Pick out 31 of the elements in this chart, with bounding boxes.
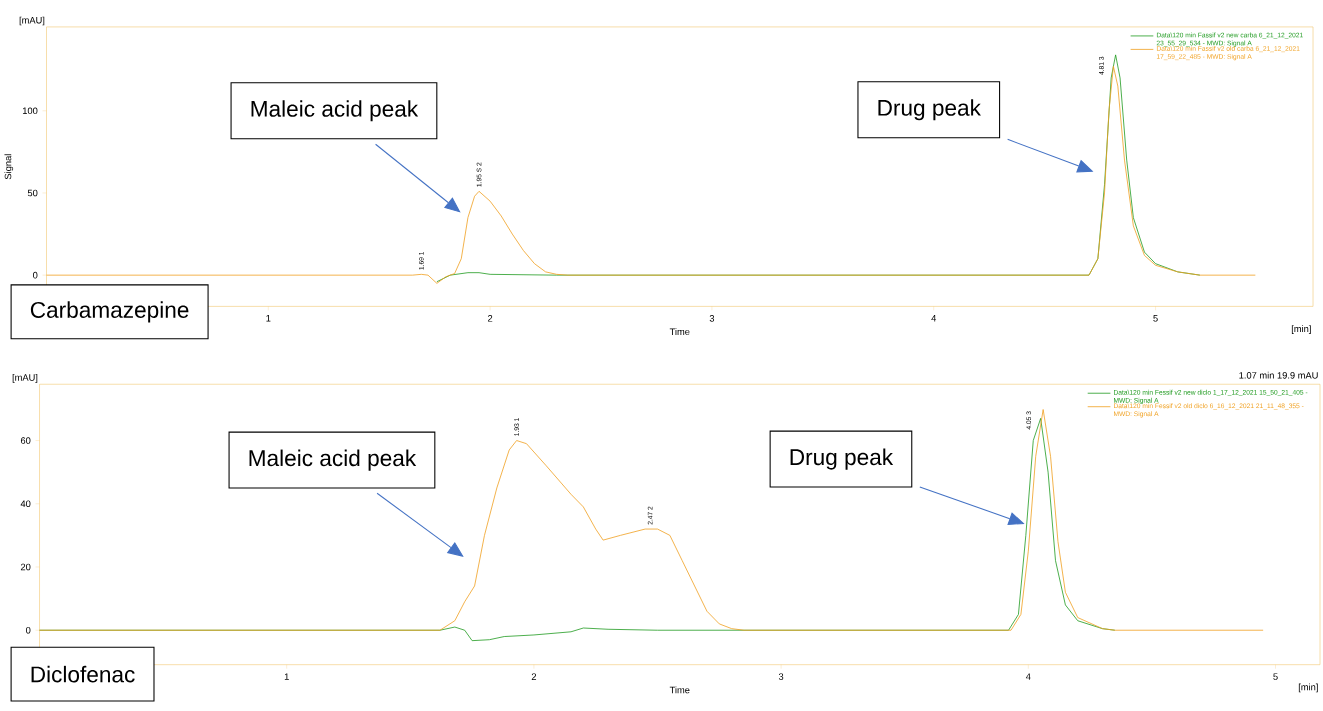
text: 1.07 min 19.9 mAU (1239, 372, 1318, 379)
text: [min] (1291, 325, 1311, 335)
y-axis-title: Signal (4, 154, 14, 180)
x-tick-label: 1 (266, 315, 271, 322)
y-tick-label: 60 (20, 437, 31, 445)
text: Diclofenac (31, 666, 135, 683)
x-tick-label: 5 (1273, 673, 1278, 681)
y-tick-label: 20 (20, 563, 31, 571)
x-tick-label: 5 (1153, 315, 1158, 322)
y-tick-label: 40 (20, 500, 31, 508)
y-tick-label: 0 (32, 272, 38, 279)
y-tick-label: 50 (27, 189, 38, 197)
x-tick-label: 4 (1025, 673, 1031, 680)
x-axis-title: Time (669, 686, 690, 694)
annotation: Maleic acid peak (249, 449, 417, 471)
annotation: Drug peak (878, 99, 981, 121)
x-axis-title: Time (669, 328, 690, 336)
text: [mAU] (12, 374, 38, 383)
text: [min] (1298, 683, 1318, 693)
text: Carbamazepine (30, 301, 189, 323)
x-tick-label: 3 (709, 315, 715, 322)
x-tick-label: 4 (931, 315, 937, 322)
x-tick-label: 2 (487, 315, 493, 322)
x-tick-label: 2 (531, 673, 537, 681)
text: [mAU] (19, 16, 45, 26)
annotation: Maleic acid peak (251, 100, 419, 122)
x-tick-label: 3 (778, 673, 784, 681)
annotation: Drug peak (790, 448, 894, 470)
x-tick-label: 1 (284, 673, 289, 680)
y-tick-label: 100 (22, 107, 38, 115)
y-tick-label: 0 (26, 627, 31, 634)
